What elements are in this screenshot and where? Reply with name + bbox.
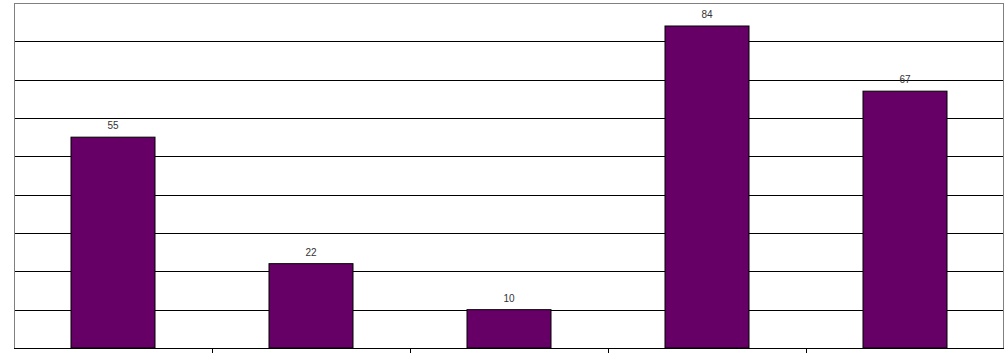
data-label: 22 [305,247,317,258]
bar [863,91,947,348]
plot-frame [15,4,1004,349]
bar [71,137,155,348]
chart-container: 55 22 10 84 67 [0,0,1008,363]
grid-line [14,348,1004,349]
x-tick-mark [410,348,411,353]
bar [467,310,551,348]
x-tick-mark [212,348,213,353]
bars [71,26,947,348]
x-axis-line [14,348,1004,349]
data-label: 10 [503,293,515,304]
x-tick-mark [608,348,609,353]
grid-line [14,118,1004,119]
bar [269,264,353,348]
grid-line [14,41,1004,42]
grid-line [14,233,1004,234]
data-label: 67 [899,74,911,85]
data-label: 55 [107,120,119,131]
x-tick-mark [806,348,807,353]
grid-line [14,271,1004,272]
data-label: 84 [701,9,713,20]
grid-line [14,195,1004,196]
grid-line [14,156,1004,157]
bar [665,26,749,348]
grid-line [14,80,1004,81]
chart-svg: 55 22 10 84 67 [0,0,1008,363]
